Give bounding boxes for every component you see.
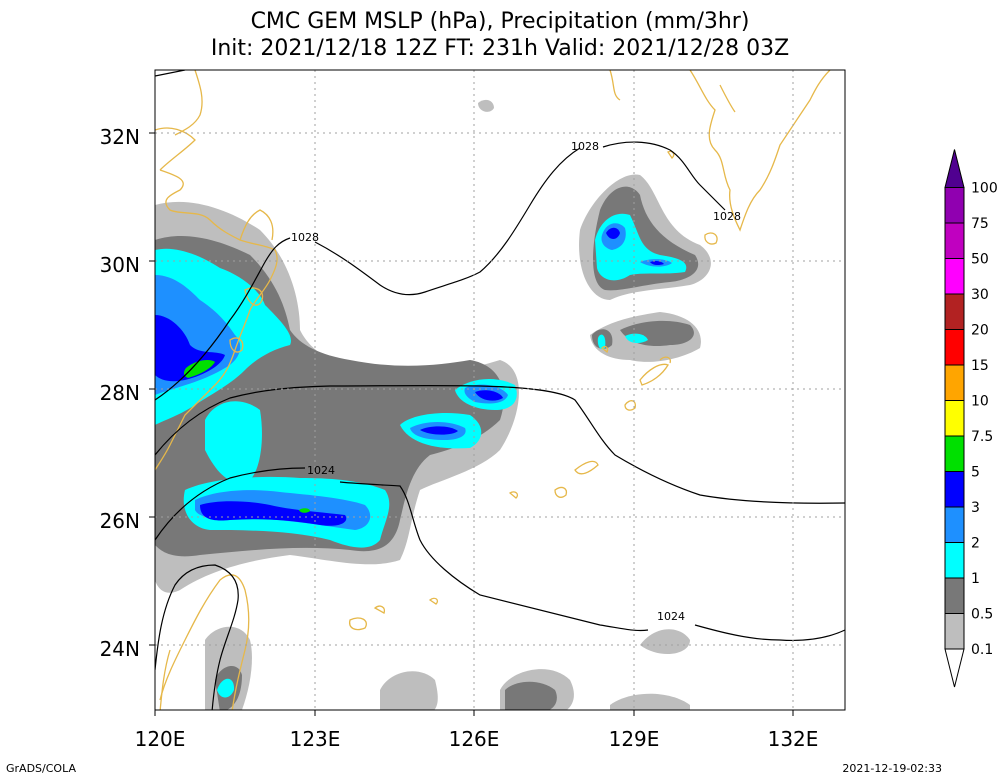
isobar-label: 1024: [307, 464, 335, 477]
colorbar-label: 0.1: [971, 642, 993, 658]
colorbar-label: 50: [971, 252, 989, 268]
colorbar-swatch: [944, 329, 965, 366]
lat-tick-label: 30N: [100, 253, 140, 277]
chart-subtitle: Init: 2021/12/18 12Z FT: 231h Valid: 202…: [210, 36, 790, 61]
colorbar-label: 7.5: [971, 429, 993, 445]
colorbar-swatch: [944, 222, 965, 259]
colorbar-swatch: [944, 613, 965, 650]
plot-frame: [154, 69, 846, 711]
colorbar-swatch: [944, 149, 965, 188]
lon-tick-labels: 120E 123E 126E 129E 132E: [135, 727, 819, 751]
colorbar-label: 1: [971, 571, 980, 587]
lat-tick-label: 32N: [100, 125, 140, 149]
colorbar-swatch: [944, 400, 965, 437]
colorbar-label: 5: [971, 465, 980, 481]
coastlines: [155, 70, 831, 710]
precip-layer-5: [183, 360, 310, 513]
lon-tick-label: 129E: [609, 727, 660, 751]
lon-tick-label: 132E: [768, 727, 819, 751]
grid-lines: [155, 70, 845, 710]
isobar-label: 1028: [291, 231, 319, 244]
footer-software-credit: GrADS/COLA: [6, 762, 76, 775]
colorbar-swatch: [944, 187, 965, 224]
lat-tick-label: 28N: [100, 381, 140, 405]
isobar-labels: 1028 1028 1028 1024 1024: [291, 140, 741, 623]
colorbar-swatch: [944, 577, 965, 614]
lat-tick-labels: 24N 26N 28N 30N 32N: [100, 125, 140, 661]
colorbar-swatch: [944, 364, 965, 401]
colorbar-swatch: [944, 435, 965, 472]
axis-ticks: [149, 132, 794, 716]
colorbar-label: 100: [971, 181, 998, 197]
lat-tick-label: 24N: [100, 637, 140, 661]
isobar-label: 1028: [571, 140, 599, 153]
colorbar-swatch: [944, 542, 965, 579]
isobars: [155, 70, 845, 710]
lon-tick-label: 120E: [135, 727, 186, 751]
colorbar-swatch: [944, 293, 965, 330]
footer-timestamp: 2021-12-19-02:33: [842, 762, 942, 775]
colorbar-label: 3: [971, 500, 980, 516]
isobar-label: 1024: [657, 610, 685, 623]
lon-tick-label: 123E: [290, 727, 341, 751]
colorbar-swatch: [944, 258, 965, 295]
colorbar-label: 75: [971, 216, 989, 232]
colorbar-label: 20: [971, 323, 989, 339]
lat-tick-label: 26N: [100, 509, 140, 533]
colorbar-swatch: [944, 471, 965, 508]
isobar-label: 1028: [713, 210, 741, 223]
colorbar-label: 2: [971, 536, 980, 552]
colorbar: 0.1 0.5 1 2 3 5 7.5 10 15 20 30 50 75 100: [944, 149, 998, 688]
lon-tick-label: 126E: [449, 727, 500, 751]
colorbar-swatch: [944, 506, 965, 543]
colorbar-label: 0.5: [971, 607, 993, 623]
colorbar-label: 15: [971, 358, 989, 374]
chart-title: CMC GEM MSLP (hPa), Precipitation (mm/3h…: [250, 9, 750, 34]
colorbar-swatch: [944, 648, 965, 688]
colorbar-label: 10: [971, 394, 989, 410]
colorbar-label: 30: [971, 287, 989, 303]
